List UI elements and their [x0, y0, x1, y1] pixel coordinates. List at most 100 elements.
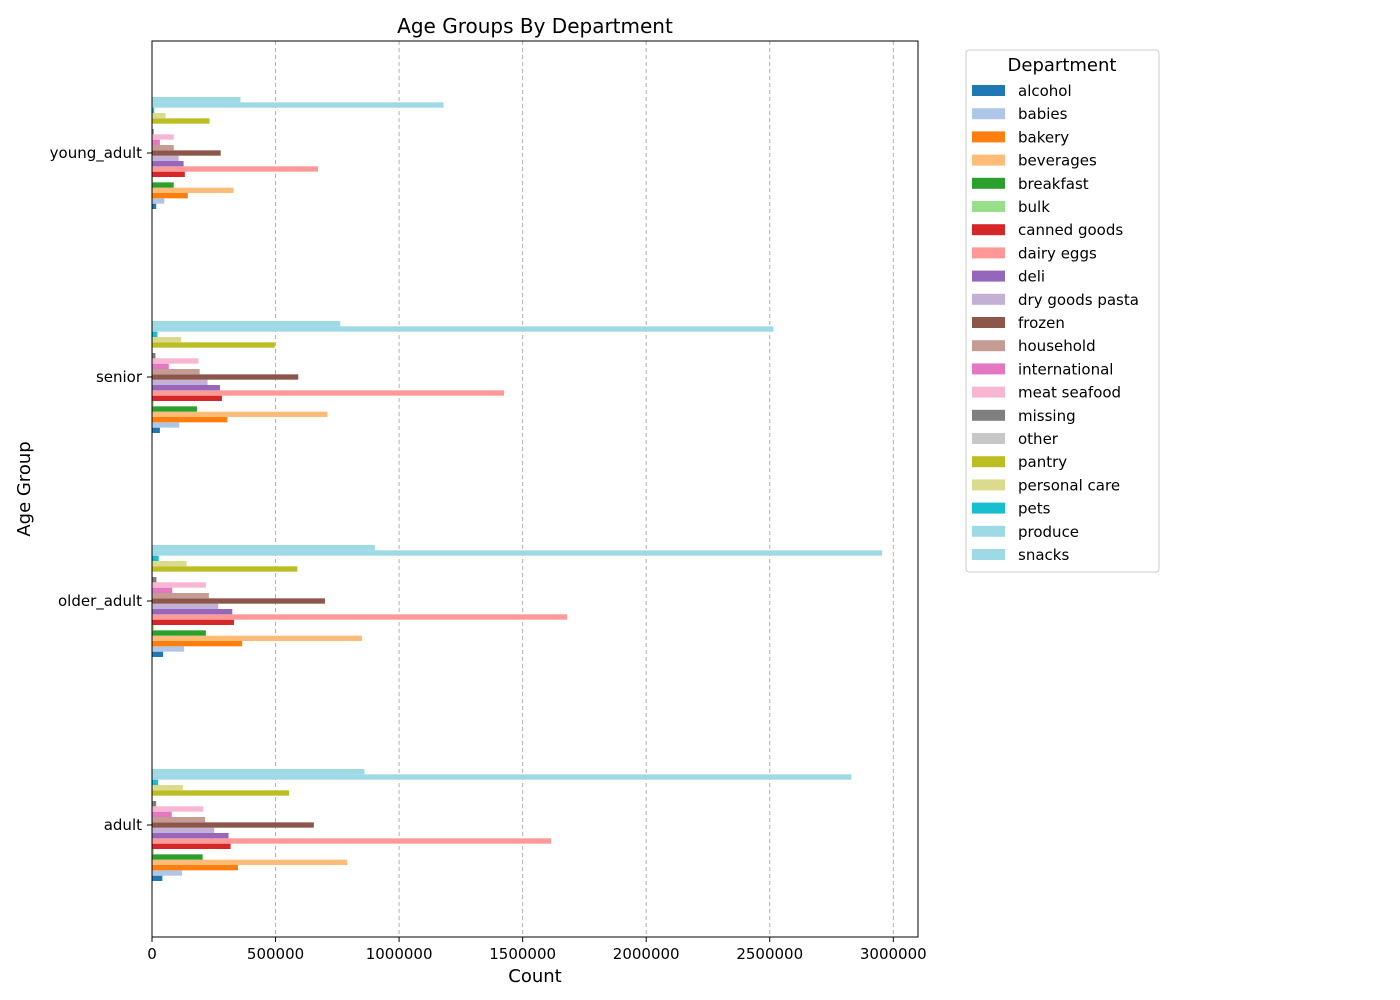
bar-young_adult-pets	[152, 107, 155, 113]
x-axis: 0 500000 1000000 1500000 2000000 2500000 30000…	[147, 937, 927, 963]
bar-senior-canned-goods	[152, 395, 222, 401]
bar-adult-babies	[152, 870, 183, 876]
bar-senior-bulk	[152, 401, 154, 407]
bar-adult-bulk	[152, 849, 154, 855]
bar-senior-produce	[152, 326, 774, 332]
bar-young_adult-frozen	[152, 150, 221, 156]
legend-swatch	[972, 108, 1005, 120]
bar-senior-alcohol	[152, 427, 160, 433]
bar-older_adult-snacks	[152, 545, 375, 551]
x-tick-label: 0	[147, 945, 157, 963]
bar-senior-dry-goods-pasta	[152, 379, 208, 385]
legend-label: bulk	[1018, 198, 1050, 216]
legend-swatch	[972, 201, 1005, 212]
bar-young_adult-alcohol	[152, 203, 157, 209]
bar-adult-personal-care	[152, 785, 183, 791]
legend-label: alcohol	[1018, 82, 1072, 100]
bar-older_adult-frozen	[152, 598, 325, 604]
bar-older_adult-missing	[152, 577, 157, 583]
bar-senior-dairy-eggs	[152, 390, 505, 396]
legend-swatch	[972, 317, 1005, 328]
legend-swatch	[972, 409, 1005, 421]
x-tick-label: 1500000	[489, 945, 556, 963]
bar-layer	[152, 97, 883, 881]
bar-young_adult-babies	[152, 198, 165, 204]
chart-title: Age Groups By Department	[397, 14, 673, 38]
legend-swatch	[972, 270, 1005, 282]
x-tick-label: 3000000	[860, 945, 927, 963]
bar-adult-produce	[152, 774, 852, 780]
bar-senior-deli	[152, 385, 220, 391]
bar-young_adult-meat-seafood	[152, 134, 174, 140]
legend-label: other	[1018, 430, 1059, 448]
bar-senior-breakfast	[152, 406, 197, 412]
legend-swatch	[972, 85, 1005, 96]
bar-older_adult-beverages	[152, 635, 363, 641]
legend-label: babies	[1018, 105, 1068, 123]
bar-older_adult-produce	[152, 550, 883, 556]
legend-swatch	[972, 363, 1005, 375]
bar-senior-babies	[152, 422, 180, 428]
legend-label: international	[1018, 360, 1113, 378]
legend-label: household	[1018, 337, 1096, 355]
x-tick-label: 1000000	[366, 945, 433, 963]
bar-adult-alcohol	[152, 875, 163, 881]
bar-senior-meat-seafood	[152, 358, 199, 364]
bar-young_adult-beverages	[152, 187, 234, 193]
legend-box	[965, 49, 1160, 573]
bar-older_adult-babies	[152, 646, 185, 652]
legend-label: beverages	[1018, 152, 1097, 170]
bar-older_adult-pets	[152, 555, 159, 561]
y-tick-label: older_adult	[58, 592, 142, 611]
plot-frame	[151, 40, 919, 938]
bar-older_adult-canned-goods	[152, 619, 235, 625]
legend-label: meat seafood	[1018, 384, 1121, 402]
legend-label: canned goods	[1018, 221, 1123, 239]
bar-young_adult-canned-goods	[152, 171, 185, 177]
y-axis-label: Age Group	[14, 441, 35, 536]
legend-label: frozen	[1018, 314, 1065, 332]
legend-items: alcohol babies bakery beverages breakfast bul…	[972, 82, 1139, 564]
bar-older_adult-household	[152, 593, 209, 599]
bar-older_adult-bulk	[152, 625, 155, 631]
bar-young_adult-dry-goods-pasta	[152, 155, 179, 161]
bar-young_adult-deli	[152, 161, 184, 167]
legend-label: personal care	[1018, 476, 1120, 494]
legend-label: produce	[1018, 523, 1079, 541]
bar-adult-bakery	[152, 865, 238, 871]
legend-label: dry goods pasta	[1018, 291, 1139, 309]
grid-layer	[275, 41, 894, 937]
x-tick-label: 2500000	[736, 945, 803, 963]
bar-adult-pantry	[152, 790, 290, 796]
bar-older_adult-meat-seafood	[152, 582, 206, 588]
bar-senior-missing	[152, 353, 156, 359]
bar-senior-snacks	[152, 321, 341, 327]
bar-adult-dry-goods-pasta	[152, 827, 215, 833]
x-tick-label: 500000	[247, 945, 304, 963]
legend-label: pantry	[1018, 453, 1067, 471]
legend-swatch	[972, 549, 1005, 560]
legend-swatch	[972, 456, 1005, 468]
bar-adult-breakfast	[152, 854, 203, 860]
bar-adult-missing	[152, 801, 157, 807]
bar-young_adult-pantry	[152, 118, 210, 124]
legend-label: missing	[1018, 407, 1076, 425]
bar-adult-deli	[152, 833, 229, 839]
legend-swatch	[972, 525, 1005, 537]
legend-swatch	[972, 293, 1005, 305]
x-axis-label: Count	[508, 966, 561, 987]
x-tick-label: 2000000	[613, 945, 680, 963]
bar-senior-frozen	[152, 374, 299, 380]
bar-older_adult-deli	[152, 609, 233, 615]
bar-young_adult-international	[152, 139, 160, 145]
legend-label: dairy eggs	[1018, 244, 1097, 262]
bar-senior-international	[152, 363, 169, 369]
bar-adult-frozen	[152, 822, 314, 828]
legend-label: breakfast	[1018, 175, 1089, 193]
legend-label: bakery	[1018, 128, 1069, 146]
legend-label: pets	[1018, 500, 1051, 518]
bar-senior-bakery	[152, 417, 228, 423]
bar-adult-beverages	[152, 859, 348, 865]
